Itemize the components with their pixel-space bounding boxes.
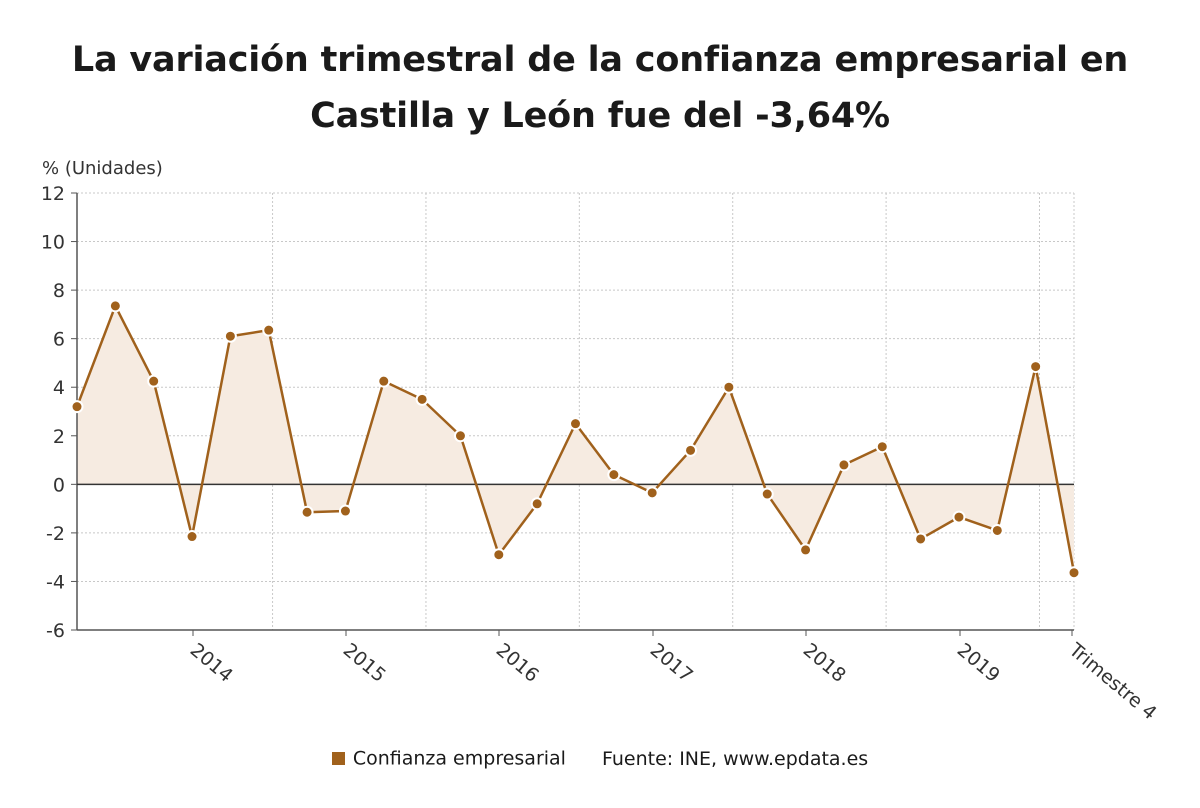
x-tick-label: 2017 (646, 639, 697, 687)
x-tick-label: 2014 (186, 639, 237, 687)
data-point (1067, 566, 1081, 580)
data-point (1029, 360, 1043, 374)
y-tick-label: 8 (53, 280, 65, 302)
y-axis-label: % (Unidades) (42, 158, 163, 179)
legend-label: Confianza empresarial (352, 747, 566, 770)
data-point (569, 417, 582, 431)
y-tick-label: -2 (46, 523, 65, 545)
data-point (223, 329, 237, 343)
y-tick-label: -6 (46, 620, 65, 642)
data-point (607, 468, 621, 482)
data-point (185, 530, 199, 544)
source-note: Fuente: INE, www.epdata.es (601, 747, 869, 770)
x-tick-labels: 2014 2015 2016 2017 2018 2019 Trimestre 4 (186, 630, 1161, 724)
x-tick-label: 2015 (339, 639, 390, 687)
data-point (722, 380, 736, 394)
data-point (492, 548, 506, 562)
y-tick-label: 12 (41, 183, 65, 205)
y-tick-label: 2 (53, 426, 65, 448)
data-point (147, 374, 161, 388)
data-point (70, 400, 84, 414)
x-tick-label: 2016 (492, 639, 543, 687)
data-point (262, 323, 276, 337)
y-tick-label: 10 (41, 232, 65, 254)
data-point (415, 392, 429, 406)
data-point (990, 523, 1004, 537)
legend-swatch (331, 752, 345, 765)
y-tick-label: 4 (53, 377, 65, 399)
data-point (684, 443, 698, 457)
data-points (70, 299, 1081, 580)
data-point (799, 543, 813, 557)
y-tick-labels: -6 -4 -2 0 2 4 6 8 10 12 (41, 183, 77, 642)
data-point (338, 504, 352, 518)
data-point (760, 487, 774, 501)
x-tick-label: 2018 (799, 639, 850, 687)
y-tick-label: -4 (46, 571, 65, 593)
grid-lines (77, 192, 1075, 631)
x-tick-label: Trimestre 4 (1064, 638, 1161, 724)
y-tick-label: 0 (53, 474, 65, 496)
data-point (645, 486, 659, 500)
chart-title: La variación trimestral de la confianza … (71, 40, 1129, 136)
y-tick-label: 6 (53, 329, 65, 351)
data-point (300, 505, 314, 519)
data-point (530, 497, 544, 511)
data-point (377, 374, 391, 388)
data-point (453, 429, 467, 443)
data-point (108, 299, 122, 313)
data-point (837, 458, 851, 472)
data-point (952, 510, 966, 524)
data-point (875, 440, 889, 454)
x-tick-label: 2019 (953, 639, 1004, 687)
data-point (914, 532, 928, 546)
legend: Confianza empresarial Fuente: INE, www.ep… (0, 747, 1200, 770)
